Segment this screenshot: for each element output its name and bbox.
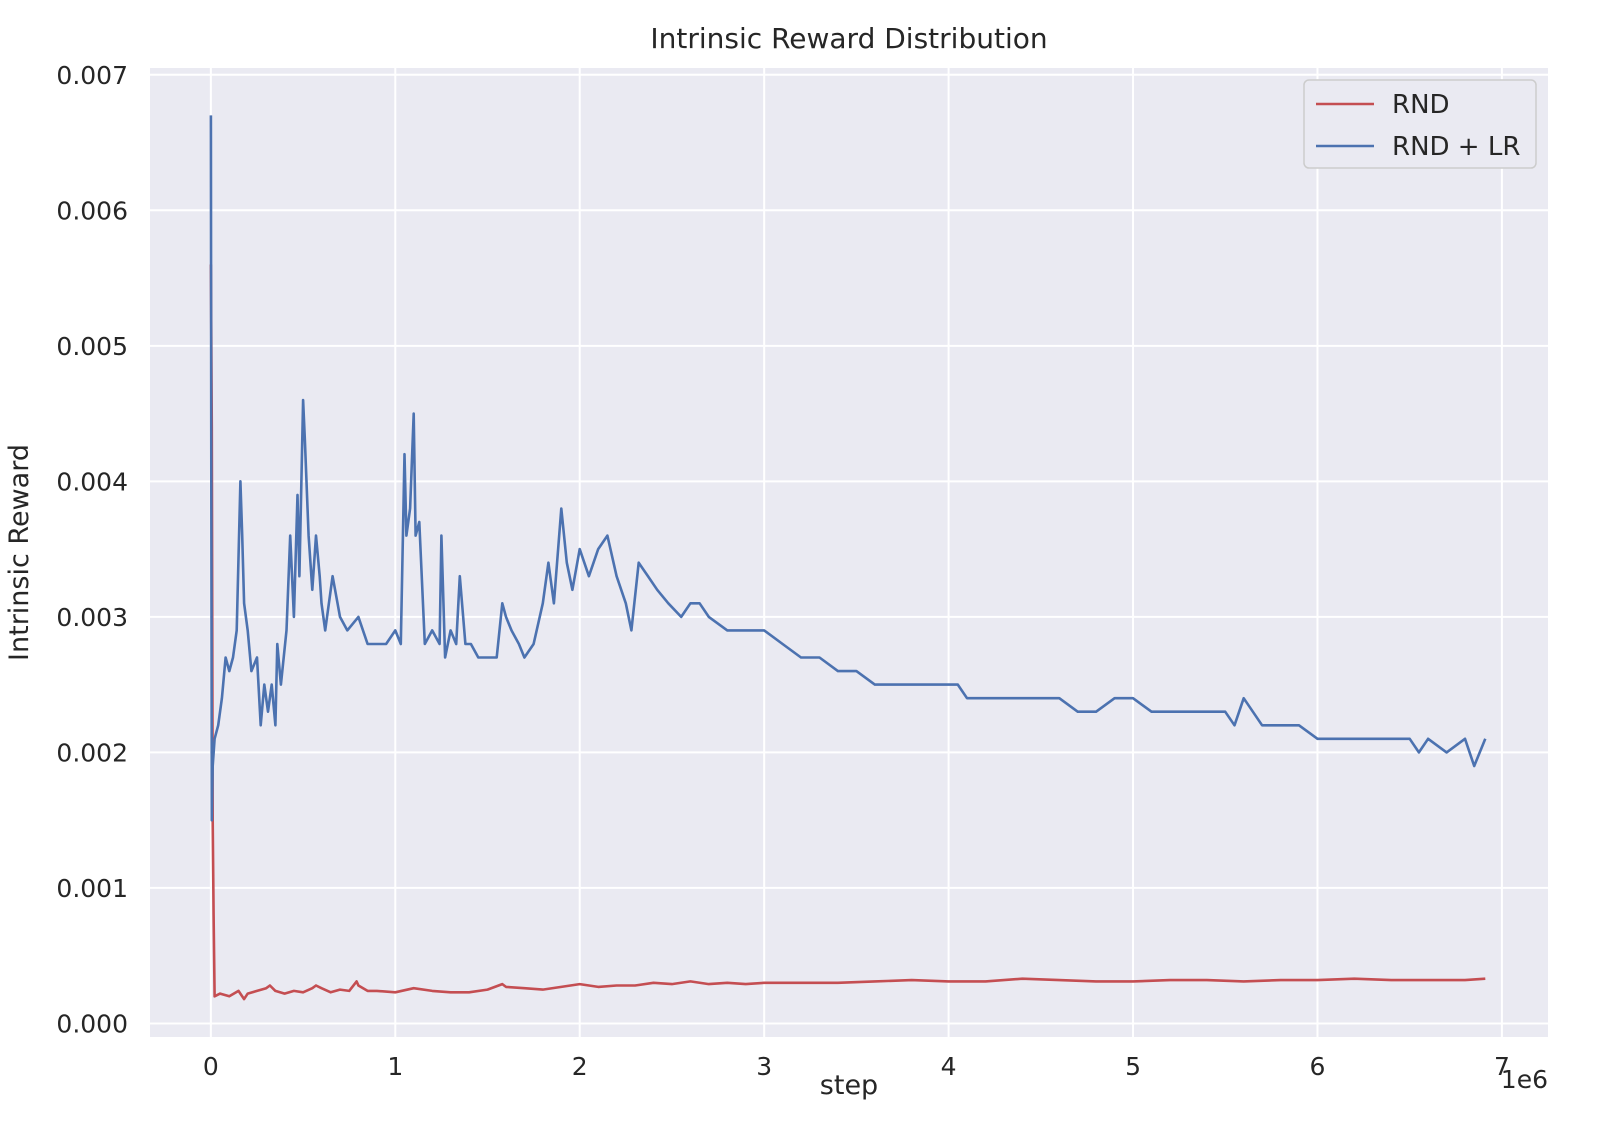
y-tick-label: 0.007 bbox=[56, 61, 128, 90]
grid bbox=[150, 68, 1548, 1037]
legend-label: RND bbox=[1392, 90, 1450, 120]
y-tick-label: 0.006 bbox=[56, 196, 128, 225]
series-group bbox=[209, 115, 1487, 1001]
y-tick-label: 0.001 bbox=[56, 874, 128, 903]
plot-area bbox=[150, 68, 1548, 1037]
x-tick-label: 7 bbox=[1494, 1052, 1510, 1081]
x-tick-label: 0 bbox=[203, 1052, 219, 1081]
legend: RND RND + LR bbox=[1303, 79, 1537, 169]
y-tick-label: 0.002 bbox=[56, 738, 128, 767]
series-line-rnd-lr bbox=[209, 115, 1487, 822]
y-tick-label: 0.005 bbox=[56, 332, 128, 361]
x-tick-label: 6 bbox=[1310, 1052, 1326, 1081]
legend-label: RND + LR bbox=[1392, 132, 1520, 162]
x-tick-label: 4 bbox=[941, 1052, 957, 1081]
x-tick-label: 2 bbox=[572, 1052, 588, 1081]
x-tick-label: 5 bbox=[1125, 1052, 1141, 1081]
series-line-rnd bbox=[209, 264, 1486, 1001]
y-tick-label: 0.004 bbox=[56, 467, 128, 496]
y-tick-label: 0.000 bbox=[56, 1009, 128, 1038]
y-tick-label: 0.003 bbox=[56, 603, 128, 632]
x-tick-label: 3 bbox=[756, 1052, 772, 1081]
chart-title: Intrinsic Reward Distribution bbox=[650, 22, 1047, 55]
y-axis-ticks: 0.000 0.001 0.002 0.003 0.004 0.005 0.006 0.007 bbox=[56, 61, 128, 1039]
x-tick-label: 1 bbox=[387, 1052, 403, 1081]
x-axis-label: step bbox=[820, 1070, 878, 1101]
x-axis-ticks: 0 1 2 3 4 5 6 7 bbox=[203, 1052, 1510, 1081]
y-axis-label: Intrinsic Reward bbox=[4, 444, 35, 661]
x-axis-offset-label: 1e6 bbox=[1501, 1065, 1548, 1094]
